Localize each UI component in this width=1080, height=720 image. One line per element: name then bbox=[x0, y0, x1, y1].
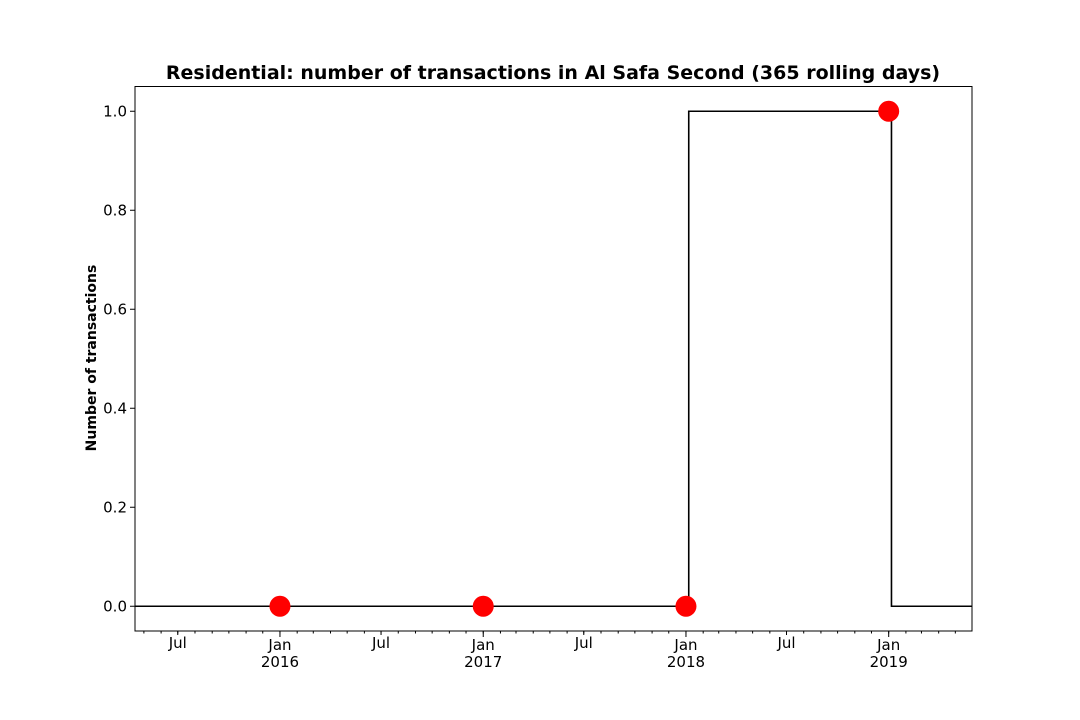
data-point-marker bbox=[269, 595, 291, 617]
x-tick-label-year: 2019 bbox=[870, 653, 908, 671]
y-tick-label: 0.8 bbox=[103, 201, 127, 219]
data-point-marker bbox=[878, 100, 900, 122]
y-tick-label: 0.4 bbox=[103, 399, 127, 417]
x-tick-label-year: 2017 bbox=[464, 653, 502, 671]
chart-title: Residential: number of transactions in A… bbox=[166, 62, 940, 84]
data-point-marker bbox=[675, 595, 697, 617]
x-tick-label-month: Jul bbox=[574, 634, 593, 652]
y-axis-label: Number of transactions bbox=[84, 265, 100, 452]
y-tick-label: 1.0 bbox=[103, 102, 127, 120]
x-tick-label-month: Jan bbox=[267, 636, 291, 654]
y-tick-label: 0.6 bbox=[103, 300, 127, 318]
x-tick-label-month: Jul bbox=[776, 634, 795, 652]
step-line bbox=[135, 110, 972, 608]
x-tick-label-year: 2018 bbox=[667, 653, 705, 671]
y-tick-label: 0.2 bbox=[103, 498, 127, 516]
x-tick-label-month: Jan bbox=[876, 636, 900, 654]
x-tick-label-year: 2016 bbox=[261, 653, 299, 671]
x-tick-label-month: Jul bbox=[371, 634, 390, 652]
x-tick-label-month: Jul bbox=[168, 634, 187, 652]
data-point-marker bbox=[472, 595, 494, 617]
y-tick-label: 0.0 bbox=[103, 597, 127, 615]
x-tick-label-month: Jan bbox=[471, 636, 495, 654]
x-tick-label-month: Jan bbox=[673, 636, 697, 654]
plot-frame bbox=[134, 86, 973, 632]
